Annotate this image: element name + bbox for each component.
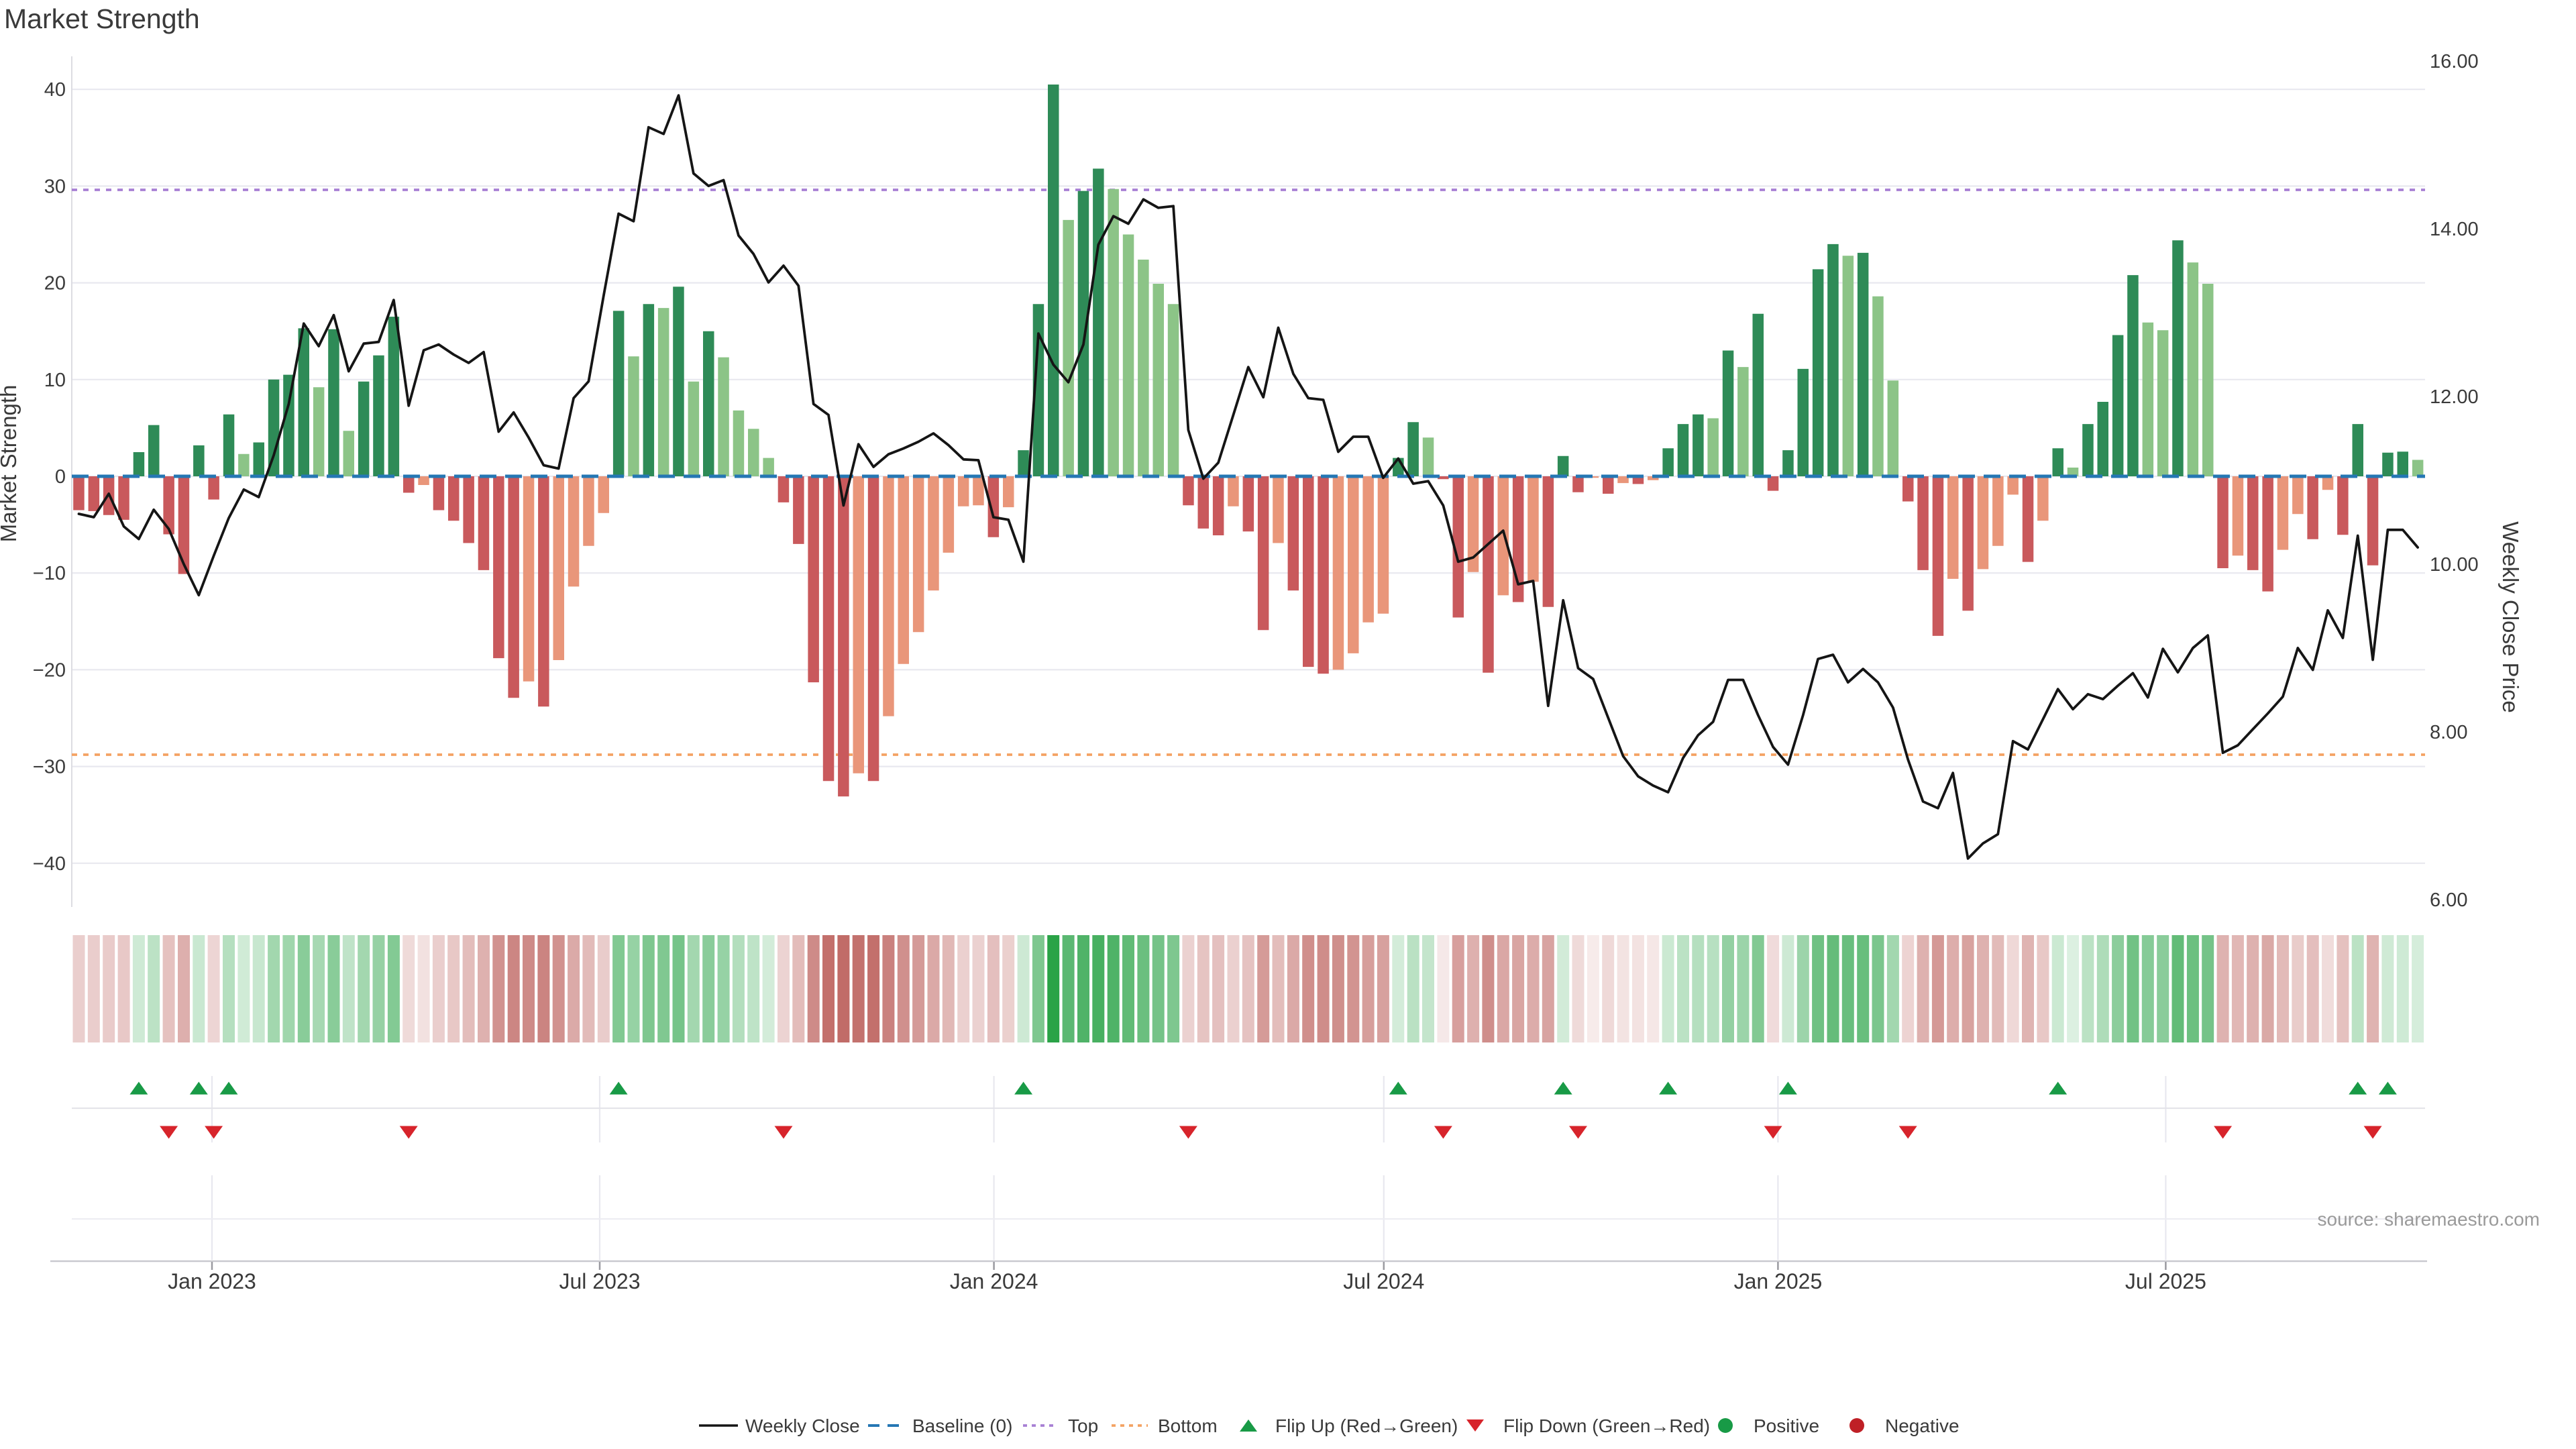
svg-text:0: 0 (55, 466, 66, 488)
svg-text:20: 20 (44, 273, 66, 294)
svg-text:14.00: 14.00 (2430, 219, 2479, 240)
svg-text:40: 40 (44, 79, 66, 101)
svg-text:Positive: Positive (1754, 1415, 1819, 1436)
svg-text:Jan 2024: Jan 2024 (950, 1269, 1038, 1293)
svg-text:Flip Up (Red→Green): Flip Up (Red→Green) (1275, 1415, 1458, 1436)
svg-text:10: 10 (44, 370, 66, 391)
svg-text:Baseline (0): Baseline (0) (912, 1415, 1012, 1436)
svg-text:−40: −40 (33, 853, 66, 875)
svg-text:16.00: 16.00 (2430, 51, 2479, 72)
svg-text:Jul 2025: Jul 2025 (2125, 1269, 2206, 1293)
svg-text:10.00: 10.00 (2430, 554, 2479, 576)
svg-text:Jul 2023: Jul 2023 (559, 1269, 641, 1293)
svg-text:8.00: 8.00 (2430, 722, 2467, 743)
svg-text:Bottom: Bottom (1158, 1415, 1218, 1436)
svg-text:Top: Top (1068, 1415, 1098, 1436)
svg-text:Weekly Close Price: Weekly Close Price (2498, 521, 2523, 712)
svg-text:−30: −30 (33, 757, 66, 778)
svg-text:6.00: 6.00 (2430, 890, 2467, 911)
svg-text:Flip Down (Green→Red): Flip Down (Green→Red) (1503, 1415, 1710, 1436)
svg-text:Negative: Negative (1885, 1415, 1960, 1436)
svg-text:30: 30 (44, 176, 66, 197)
svg-text:12.00: 12.00 (2430, 386, 2479, 408)
svg-text:Market Strength: Market Strength (0, 385, 21, 543)
svg-text:Jan 2023: Jan 2023 (168, 1269, 256, 1293)
svg-text:Market Strength: Market Strength (4, 3, 200, 34)
svg-text:Weekly Close: Weekly Close (745, 1415, 860, 1436)
svg-text:Jan 2025: Jan 2025 (1734, 1269, 1823, 1293)
svg-text:−10: −10 (33, 563, 66, 584)
svg-text:Jul 2024: Jul 2024 (1343, 1269, 1424, 1293)
svg-text:source: sharemaestro.com: source: sharemaestro.com (2318, 1209, 2540, 1230)
svg-text:−20: −20 (33, 659, 66, 681)
